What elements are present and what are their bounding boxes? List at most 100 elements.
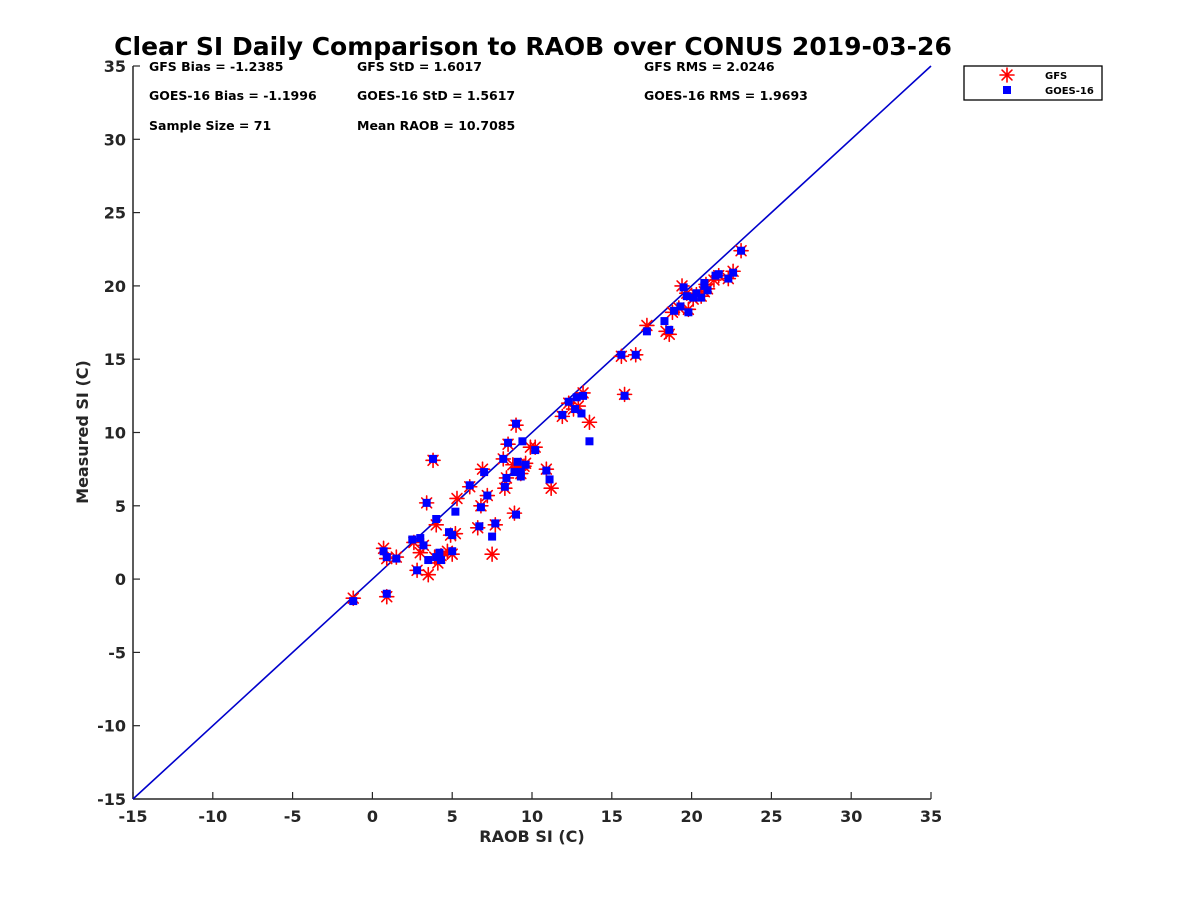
goes16-point xyxy=(408,535,417,544)
y-tick-label: 25 xyxy=(104,204,126,223)
goes16-point xyxy=(413,566,422,575)
goes16-point xyxy=(448,531,457,540)
goes16-point xyxy=(499,454,508,463)
goes16-bias-text: GOES-16 Bias = -1.1996 xyxy=(149,88,317,103)
goes16-point xyxy=(620,391,629,400)
goes16-series xyxy=(349,246,746,606)
x-tick-label: 0 xyxy=(367,807,378,826)
x-tick-label: 35 xyxy=(920,807,942,826)
gfs-point xyxy=(420,566,437,583)
goes16-point xyxy=(579,391,588,400)
y-tick-label: -5 xyxy=(108,643,126,662)
x-tick-label: 15 xyxy=(601,807,623,826)
legend-gfs-marker xyxy=(999,67,1015,83)
goes16-point xyxy=(491,519,500,528)
goes16-point xyxy=(451,507,460,516)
goes16-point xyxy=(617,350,626,359)
goes16-point xyxy=(516,468,525,477)
goes16-point xyxy=(531,446,540,455)
goes16-point xyxy=(392,554,401,563)
goes16-point xyxy=(500,482,509,491)
goes16-point xyxy=(689,293,698,302)
goes16-point xyxy=(435,548,444,557)
goes16-point xyxy=(724,274,733,283)
goes16-point xyxy=(700,278,709,287)
y-tick-label: 35 xyxy=(104,57,126,76)
goes16-point xyxy=(349,597,358,606)
goes16-point xyxy=(416,534,425,543)
goes16-point xyxy=(476,503,485,512)
x-tick-label: 10 xyxy=(521,807,543,826)
goes16-point xyxy=(670,306,679,315)
gfs-point xyxy=(581,414,598,431)
goes16-point xyxy=(382,589,391,598)
goes16-point xyxy=(577,409,586,418)
goes16-point xyxy=(504,438,513,447)
x-tick-label: 20 xyxy=(680,807,702,826)
axis-ticks: -15 -10 -5 0 5 10 15 20 25 30 35 -15 -10 -5 0 5 10 15 20 25… xyxy=(97,57,942,826)
goes16-point xyxy=(502,473,511,482)
goes16-point xyxy=(703,286,712,295)
goes16-point xyxy=(697,293,706,302)
legend: GFS GOES-16 xyxy=(963,65,1103,101)
gfs-bias-text: GFS Bias = -1.2385 xyxy=(149,59,283,74)
goes16-std-text: GOES-16 StD = 1.5617 xyxy=(357,88,515,103)
goes16-point xyxy=(729,268,738,277)
y-tick-label: 5 xyxy=(115,497,126,516)
goes16-point xyxy=(448,547,457,556)
goes16-point xyxy=(379,547,388,556)
goes16-point xyxy=(419,541,428,550)
goes16-rms-text: GOES-16 RMS = 1.9693 xyxy=(644,88,808,103)
goes16-point xyxy=(714,270,723,279)
goes16-point xyxy=(465,481,474,490)
goes16-point xyxy=(564,397,573,406)
legend-goes16-label: GOES-16 xyxy=(1045,86,1094,97)
goes16-point xyxy=(585,437,594,446)
gfs-rms-text: GFS RMS = 2.0246 xyxy=(644,59,775,74)
goes16-point xyxy=(558,410,567,419)
x-tick-label: -10 xyxy=(198,807,227,826)
goes16-point xyxy=(572,393,581,402)
gfs-point xyxy=(449,490,465,507)
goes16-point xyxy=(684,308,693,317)
legend-goes16-marker xyxy=(1003,86,1011,94)
goes16-point xyxy=(518,437,527,446)
legend-gfs-label: GFS xyxy=(1045,71,1067,82)
goes16-point xyxy=(429,454,438,463)
goes16-point xyxy=(437,556,446,565)
y-tick-label: 10 xyxy=(104,424,126,443)
gfs-point xyxy=(484,546,500,562)
goes16-point xyxy=(512,419,521,428)
goes16-point xyxy=(432,514,441,523)
y-axis-label: Measured SI (C) xyxy=(73,360,92,504)
sample-size-text: Sample Size = 71 xyxy=(149,118,271,133)
y-tick-label: -15 xyxy=(97,790,126,809)
goes16-point xyxy=(510,468,519,477)
x-tick-label: 5 xyxy=(447,807,458,826)
y-tick-label: -10 xyxy=(97,717,126,736)
goes16-point xyxy=(631,350,640,359)
goes16-point xyxy=(679,283,688,292)
y-tick-label: 20 xyxy=(104,277,126,296)
y-tick-label: 15 xyxy=(104,350,126,369)
mean-raob-text: Mean RAOB = 10.7085 xyxy=(357,118,515,133)
goes16-point xyxy=(521,460,530,469)
chart-title: Clear SI Daily Comparison to RAOB over C… xyxy=(114,32,952,61)
x-tick-label: 25 xyxy=(760,807,782,826)
goes16-point xyxy=(660,317,669,326)
x-tick-label: -15 xyxy=(119,807,148,826)
goes16-point xyxy=(545,475,554,484)
goes16-point xyxy=(512,510,521,519)
gfs-point xyxy=(543,480,559,497)
x-tick-label: -5 xyxy=(284,807,302,826)
goes16-point xyxy=(682,292,691,301)
x-tick-label: 30 xyxy=(840,807,862,826)
x-axis-label: RAOB SI (C) xyxy=(479,827,584,846)
goes16-point xyxy=(542,466,551,475)
gfs-std-text: GFS StD = 1.6017 xyxy=(357,59,482,74)
goes16-point xyxy=(676,302,685,311)
goes16-point xyxy=(422,498,431,507)
plot-area: -15 -10 -5 0 5 10 15 20 25 30 35 -15 -10 -5 0 5 10 15 20 25… xyxy=(97,57,942,826)
legend-gfs-asterisk xyxy=(999,67,1015,83)
